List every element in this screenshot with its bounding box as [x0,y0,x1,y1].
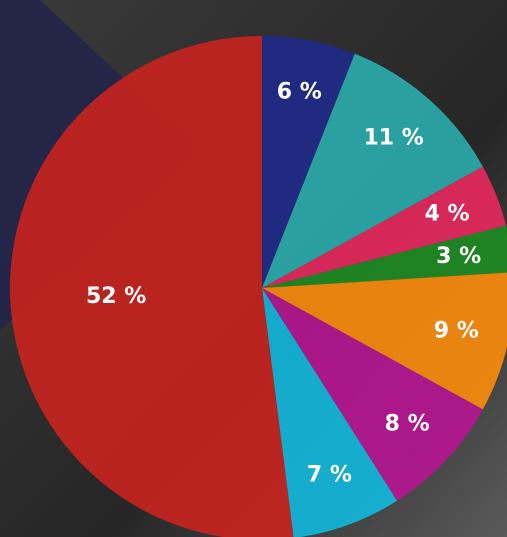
pie: 6 % 11 % 4 % 3 % 9 % 8 % 7 % 52 % [10,36,507,537]
data-label: 11 % [363,126,423,151]
data-label: 9 % [434,318,479,343]
page: 6 %11 %4 %3 %9 %8 %7 %52 % (() => { cons… [0,0,507,537]
chart: 6 % 11 % 4 % 3 % 9 % 8 % 7 % 52 % [0,0,507,537]
data-label: 7 % [307,462,352,487]
data-label: 3 % [436,244,481,269]
data-label: 6 % [277,79,322,104]
data-label: 4 % [425,202,470,227]
data-label: 52 % [86,284,146,309]
data-label: 8 % [385,411,430,436]
